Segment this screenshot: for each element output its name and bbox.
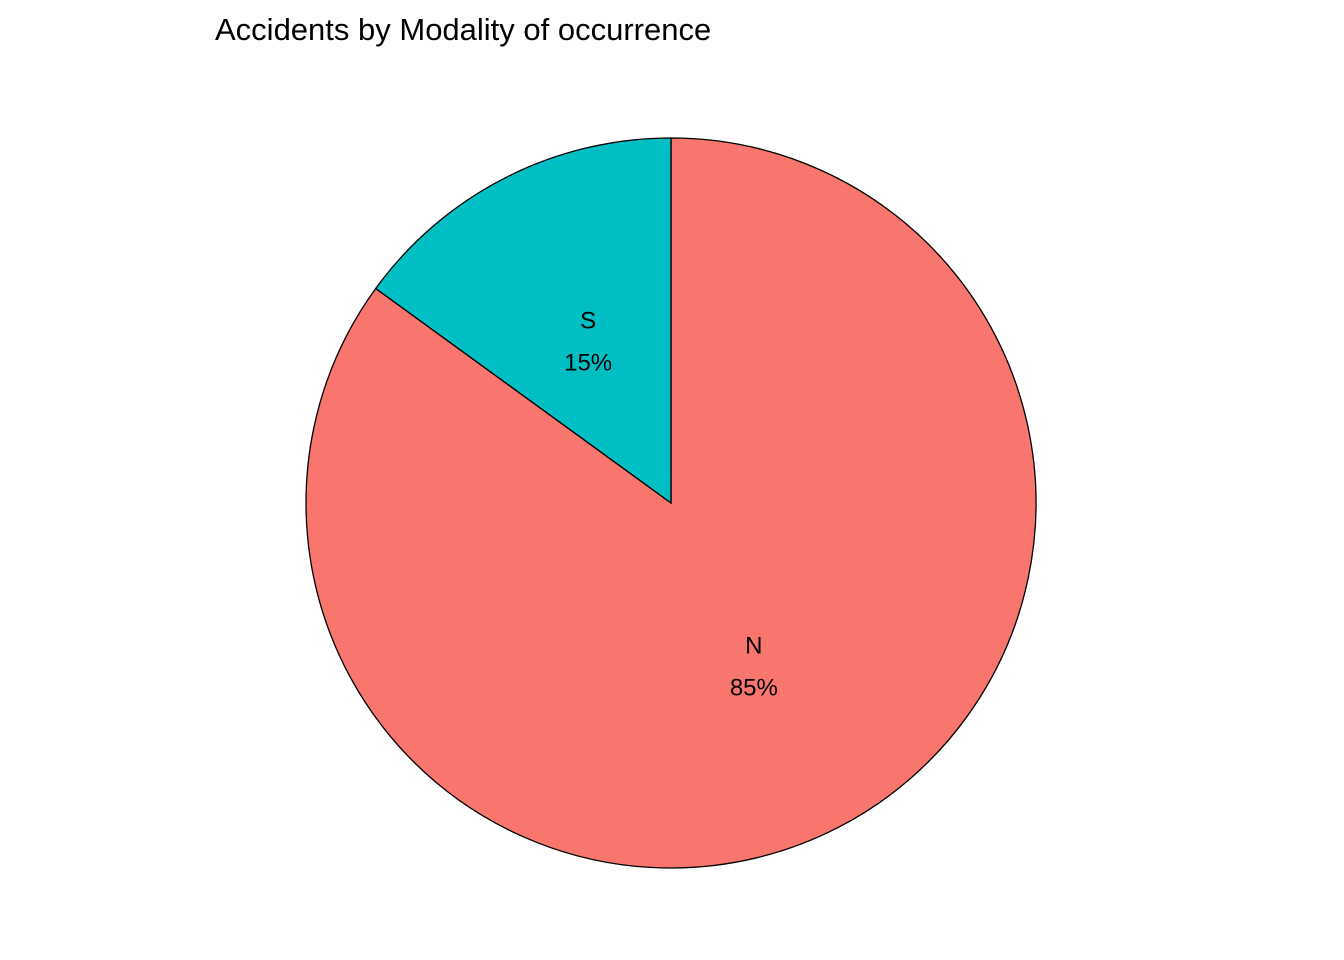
- slice-percent-label: 85%: [730, 675, 778, 702]
- pie-slices: [305, 137, 1037, 869]
- slice-percent-label: 15%: [564, 349, 612, 376]
- slice-name-label: S: [580, 307, 596, 334]
- pie-labels: N 85% S 15%: [564, 307, 778, 701]
- chart-title: Accidents by Modality of occurrence: [215, 12, 712, 47]
- slice-name-label: N: [745, 633, 762, 660]
- pie-slice-s: [374, 137, 672, 505]
